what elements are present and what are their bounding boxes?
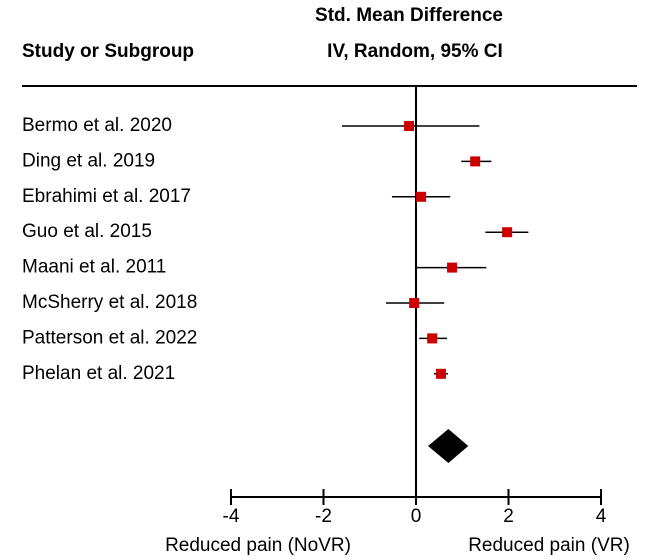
x-axis-label: Reduced pain (NoVR)	[165, 535, 351, 556]
study-label: McSherry et al. 2018	[22, 292, 197, 313]
x-tick-label: 0	[411, 506, 422, 527]
point-estimate	[409, 298, 420, 308]
point-estimate	[427, 333, 438, 344]
x-tick-label: 2	[503, 506, 514, 527]
x-tick-label: -4	[223, 506, 240, 527]
point-estimate	[435, 368, 446, 379]
header: Study or Subgroup	[22, 41, 194, 62]
study-label: Guo et al. 2015	[22, 221, 152, 242]
point-estimate	[447, 262, 458, 273]
study-label: Phelan et al. 2021	[22, 363, 175, 384]
study-label: Ding et al. 2019	[22, 150, 155, 171]
study-label: Maani et al. 2011	[22, 257, 166, 278]
pooled-diamond	[428, 429, 469, 463]
x-tick-label: -2	[315, 506, 332, 527]
study-label: Patterson et al. 2022	[22, 327, 197, 348]
x-tick-label: 4	[596, 506, 607, 527]
header: Std. Mean Difference	[315, 5, 503, 26]
study-label: Bermo et al. 2020	[22, 115, 172, 136]
x-axis-label: Reduced pain (VR)	[468, 535, 630, 556]
point-estimate	[416, 191, 427, 202]
point-estimate	[502, 227, 513, 238]
point-estimate	[404, 121, 415, 131]
header: IV, Random, 95% CI	[327, 41, 503, 62]
point-estimate	[470, 156, 481, 167]
study-label: Ebrahimi et al. 2017	[22, 186, 191, 207]
